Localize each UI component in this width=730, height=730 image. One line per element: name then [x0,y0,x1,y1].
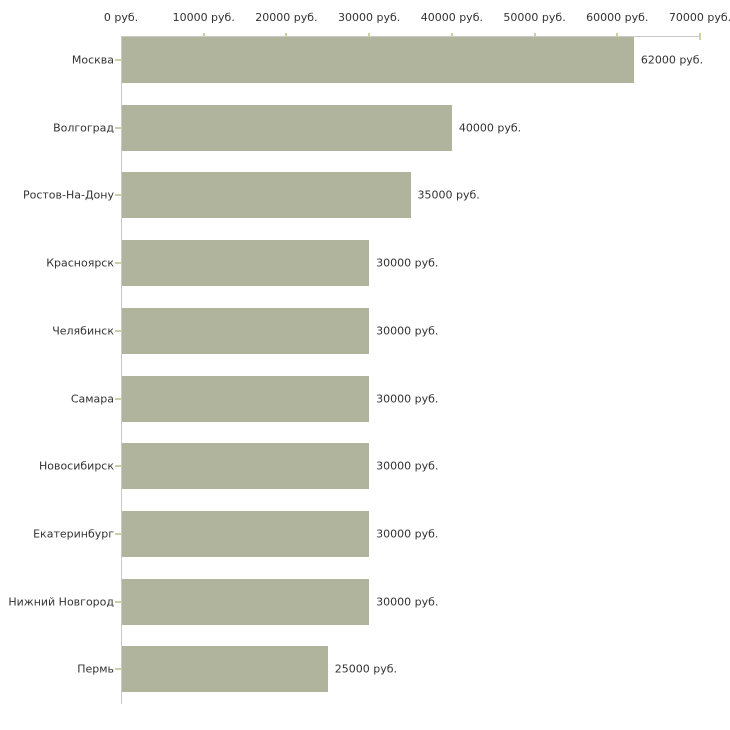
x-tick-label: 30000 руб. [338,11,401,24]
bar [122,307,370,354]
x-tick-mark [533,33,536,40]
x-tick-label: 10000 руб. [172,11,235,24]
bar [122,172,411,219]
bar [122,104,452,151]
y-tick-mark [115,668,121,671]
y-tick-mark [115,329,121,332]
category-label: Нижний Новгород [8,595,114,609]
value-label: 30000 руб. [376,595,439,609]
value-label: 30000 руб. [376,392,439,405]
x-tick-label: 20000 руб. [255,11,318,24]
value-label: 30000 руб. [376,324,439,338]
x-tick-mark [285,33,288,40]
category-label: Пермь [77,662,114,676]
value-label: 30000 руб. [376,459,439,473]
y-tick-mark [115,600,121,603]
y-tick-mark [115,262,121,265]
bar [122,375,370,422]
x-tick-mark [616,33,619,40]
x-tick-label: 50000 руб. [503,11,566,24]
y-tick-mark [115,397,121,400]
x-tick-label: 60000 руб. [586,11,649,24]
y-tick-mark [115,465,121,468]
bar [122,37,634,83]
value-label: 30000 руб. [376,256,439,270]
category-label: Челябинск [52,324,114,338]
value-label: 62000 руб. [640,53,704,67]
value-label: 30000 руб. [376,527,439,541]
bar [122,240,370,287]
y-tick-mark [115,59,121,61]
x-tick-mark [699,33,701,40]
bar [122,443,370,490]
y-axis-line [121,36,122,704]
category-label: Красноярск [46,256,114,270]
category-label: Самара [70,392,114,405]
y-tick-mark [115,532,121,535]
value-label: 35000 руб. [417,188,480,202]
category-label: Москва [71,53,114,67]
x-tick-mark [450,33,453,40]
bar [122,578,370,625]
bar [122,510,370,557]
x-axis-line [121,36,701,37]
x-tick-label: 70000 руб. [668,11,730,24]
y-tick-mark [115,194,121,197]
category-label: Волгоград [53,121,114,135]
category-label: Новосибирск [38,459,114,473]
bar [122,646,328,693]
value-label: 25000 руб. [334,662,398,676]
x-tick-mark [368,33,371,40]
x-tick-mark [202,33,205,40]
category-label: Екатеринбург [33,527,114,541]
value-label: 40000 руб. [458,121,522,135]
x-tick-label: 40000 руб. [420,11,483,24]
x-tick-label: 0 руб. [103,11,139,24]
y-tick-mark [115,126,121,129]
category-label: Ростов-На-Дону [22,188,114,202]
